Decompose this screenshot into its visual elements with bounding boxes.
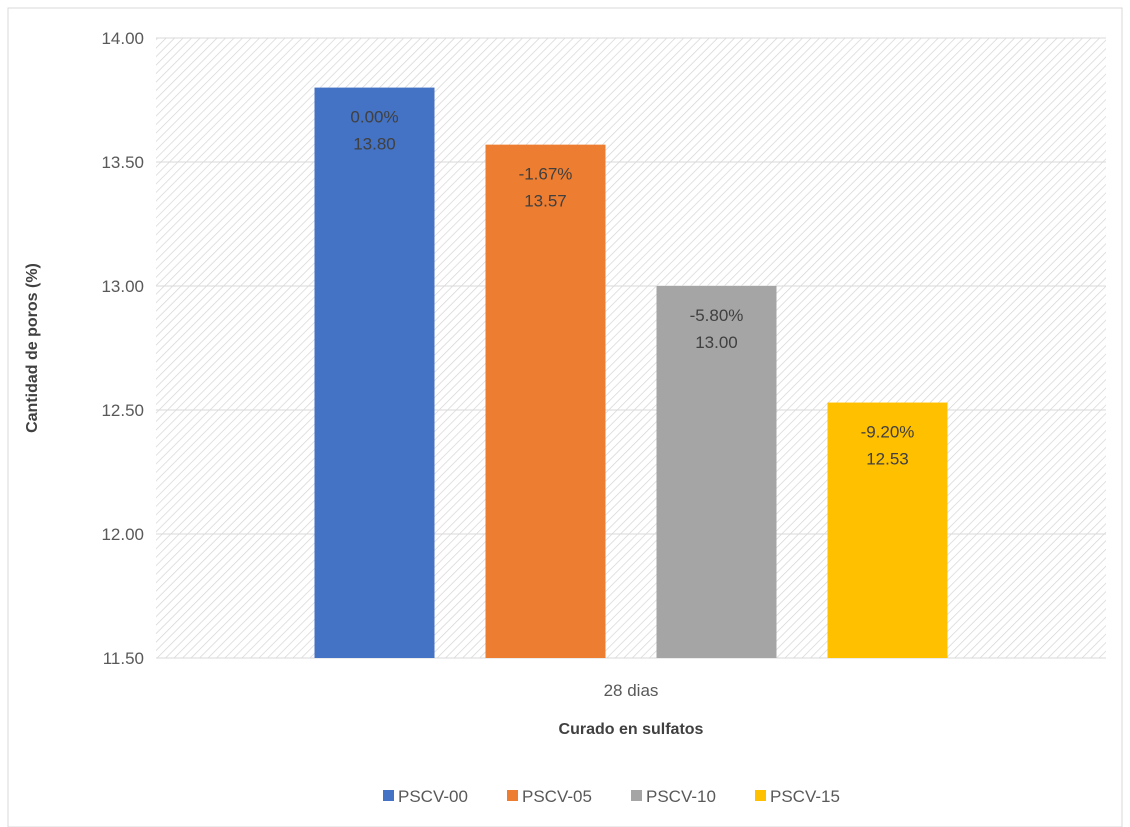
bar-pct-label: 0.00% (350, 108, 398, 127)
data-labels: 0.00% 13.80 -1.67% 13.57 -5.80% 13.00 -9.20% 12… (350, 108, 914, 469)
bar-pscv-10 (656, 286, 777, 658)
legend-swatch (383, 790, 394, 801)
bar-pct-label: -9.20% (861, 423, 915, 442)
bars (314, 87, 948, 659)
bar-value-label: 13.00 (695, 333, 738, 352)
x-axis-title: Curado en sulfatos (559, 721, 704, 738)
legend-label: PSCV-10 (646, 787, 716, 806)
legend: PSCV-00 PSCV-05 PSCV-10 PSCV-15 (383, 787, 840, 806)
bar-pscv-05 (485, 144, 606, 658)
y-tick-label: 13.50 (101, 153, 144, 172)
bar-value-label: 13.80 (353, 135, 396, 154)
gridlines (156, 37, 1106, 659)
bar-value-label: 12.53 (866, 450, 909, 469)
legend-swatch (755, 790, 766, 801)
bar-pct-label: -1.67% (519, 165, 573, 184)
y-tick-label: 14.00 (101, 29, 144, 48)
y-tick-label: 12.00 (101, 525, 144, 544)
legend-swatch (507, 790, 518, 801)
bar-pscv-15 (827, 402, 948, 658)
plot-area (156, 38, 1106, 658)
x-category-label: 28 dias (604, 681, 659, 700)
y-tick-label: 12.50 (101, 401, 144, 420)
bar-pct-label: -5.80% (690, 306, 744, 325)
legend-label: PSCV-05 (522, 787, 592, 806)
y-tick-label: 13.00 (101, 277, 144, 296)
y-tick-label: 11.50 (103, 649, 144, 668)
bar-value-label: 13.57 (524, 192, 567, 211)
legend-label: PSCV-00 (398, 787, 468, 806)
bar-pscv-00 (314, 87, 435, 659)
legend-swatch (631, 790, 642, 801)
y-axis-ticks: 14.00 13.50 13.00 12.50 12.00 11.50 (101, 29, 144, 668)
legend-item: PSCV-15 (755, 787, 840, 806)
legend-item: PSCV-00 (383, 787, 468, 806)
legend-item: PSCV-10 (631, 787, 716, 806)
legend-label: PSCV-15 (770, 787, 840, 806)
y-axis-title: Cantidad de poros (%) (24, 263, 41, 433)
legend-item: PSCV-05 (507, 787, 592, 806)
